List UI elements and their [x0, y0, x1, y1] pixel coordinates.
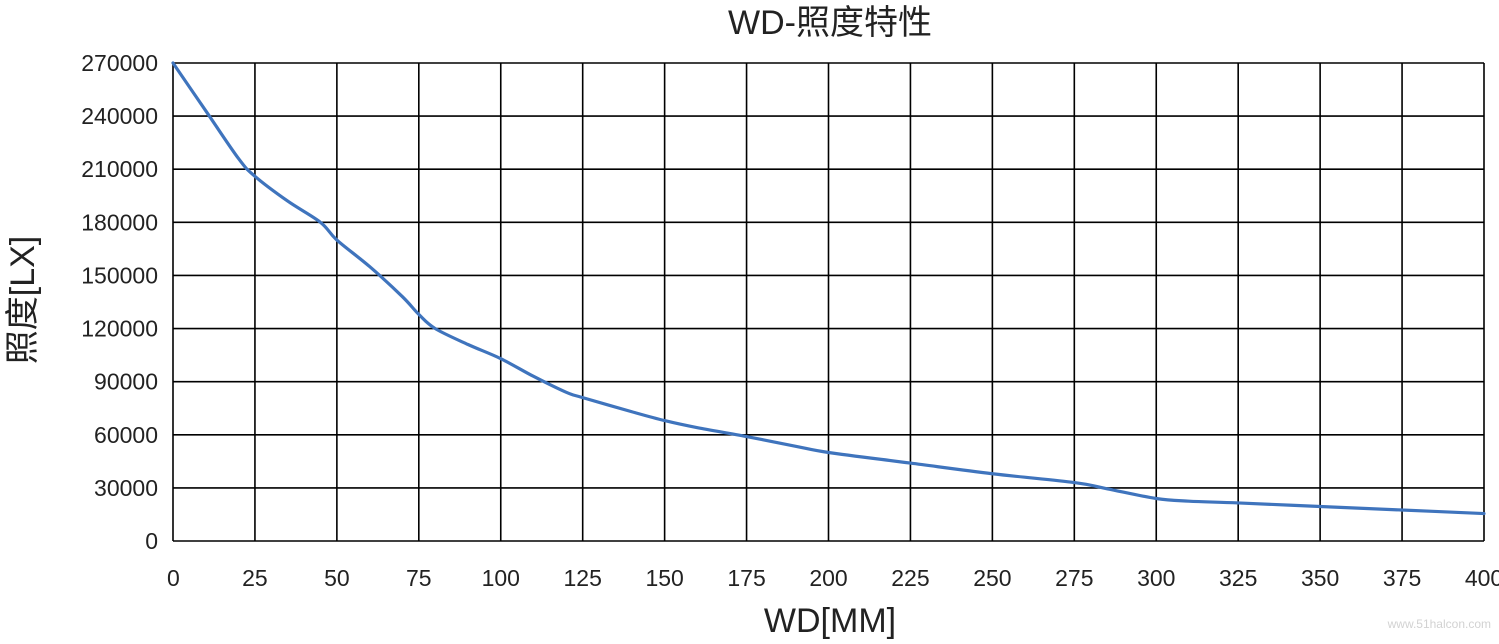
x-tick-label: 300 — [1137, 565, 1175, 591]
series-line — [171, 61, 1486, 516]
y-axis-tick-labels: 0 30000 60000 90000 120000 150000 180000 210000… — [81, 50, 158, 554]
y-tick-label: 0 — [145, 528, 158, 554]
y-tick-label: 210000 — [81, 156, 158, 182]
y-tick-label: 150000 — [81, 262, 158, 288]
y-tick-label: 60000 — [94, 422, 158, 448]
x-axis-tick-labels: 0 25 50 75 100 125 150 175 200 225 250 275 300 325 350… — [167, 565, 1499, 591]
x-tick-label: 350 — [1301, 565, 1339, 591]
y-axis-label: 照度[LX] — [4, 236, 42, 364]
x-tick-label: 275 — [1055, 565, 1093, 591]
x-tick-label: 100 — [482, 565, 520, 591]
grid — [172, 62, 1485, 542]
x-tick-label: 25 — [242, 565, 268, 591]
x-tick-label: 200 — [809, 565, 847, 591]
x-tick-label: 375 — [1383, 565, 1421, 591]
x-tick-label: 0 — [167, 565, 180, 591]
x-tick-label: 75 — [406, 565, 432, 591]
watermark: www.51halcon.com — [1387, 617, 1491, 631]
x-tick-label: 150 — [645, 565, 683, 591]
y-tick-label: 90000 — [94, 369, 158, 395]
y-tick-label: 240000 — [81, 103, 158, 129]
y-tick-label: 120000 — [81, 316, 158, 342]
x-axis-label: WD[MM] — [764, 602, 896, 640]
x-tick-label: 125 — [564, 565, 602, 591]
x-tick-label: 175 — [727, 565, 765, 591]
x-tick-label: 400 — [1465, 565, 1499, 591]
x-tick-label: 250 — [973, 565, 1011, 591]
x-tick-label: 50 — [324, 565, 350, 591]
y-tick-label: 270000 — [81, 50, 158, 76]
chart-title: WD-照度特性 — [728, 4, 932, 42]
x-tick-label: 225 — [891, 565, 929, 591]
y-tick-label: 30000 — [94, 475, 158, 501]
y-tick-label: 180000 — [81, 209, 158, 235]
x-tick-label: 325 — [1219, 565, 1257, 591]
